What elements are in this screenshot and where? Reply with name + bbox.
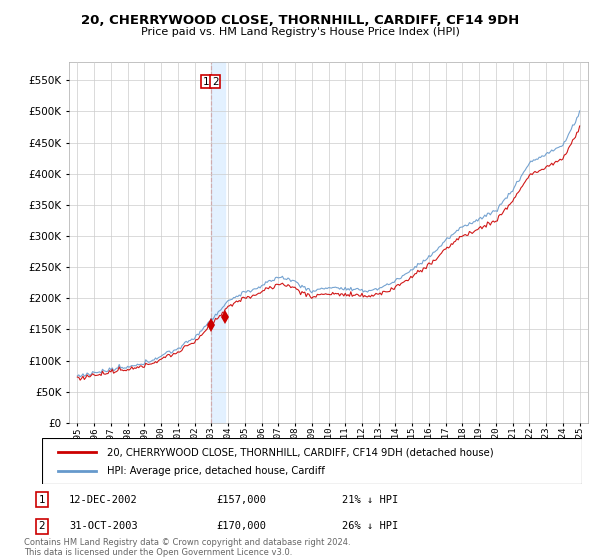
Text: 26% ↓ HPI: 26% ↓ HPI xyxy=(342,521,398,531)
Text: Price paid vs. HM Land Registry's House Price Index (HPI): Price paid vs. HM Land Registry's House … xyxy=(140,27,460,37)
Bar xyxy=(211,62,225,423)
Text: HPI: Average price, detached house, Cardiff: HPI: Average price, detached house, Card… xyxy=(107,465,325,475)
Text: £157,000: £157,000 xyxy=(216,494,266,505)
Text: 2: 2 xyxy=(212,77,218,87)
Text: Contains HM Land Registry data © Crown copyright and database right 2024.
This d: Contains HM Land Registry data © Crown c… xyxy=(24,538,350,557)
Text: 20, CHERRYWOOD CLOSE, THORNHILL, CARDIFF, CF14 9DH (detached house): 20, CHERRYWOOD CLOSE, THORNHILL, CARDIFF… xyxy=(107,447,493,458)
Text: 20, CHERRYWOOD CLOSE, THORNHILL, CARDIFF, CF14 9DH: 20, CHERRYWOOD CLOSE, THORNHILL, CARDIFF… xyxy=(81,14,519,27)
FancyBboxPatch shape xyxy=(42,438,582,484)
Text: 1: 1 xyxy=(38,494,46,505)
Text: 21% ↓ HPI: 21% ↓ HPI xyxy=(342,494,398,505)
Text: 2: 2 xyxy=(38,521,46,531)
Text: 31-OCT-2003: 31-OCT-2003 xyxy=(69,521,138,531)
Text: 12-DEC-2002: 12-DEC-2002 xyxy=(69,494,138,505)
Text: £170,000: £170,000 xyxy=(216,521,266,531)
Text: 1: 1 xyxy=(203,77,209,87)
